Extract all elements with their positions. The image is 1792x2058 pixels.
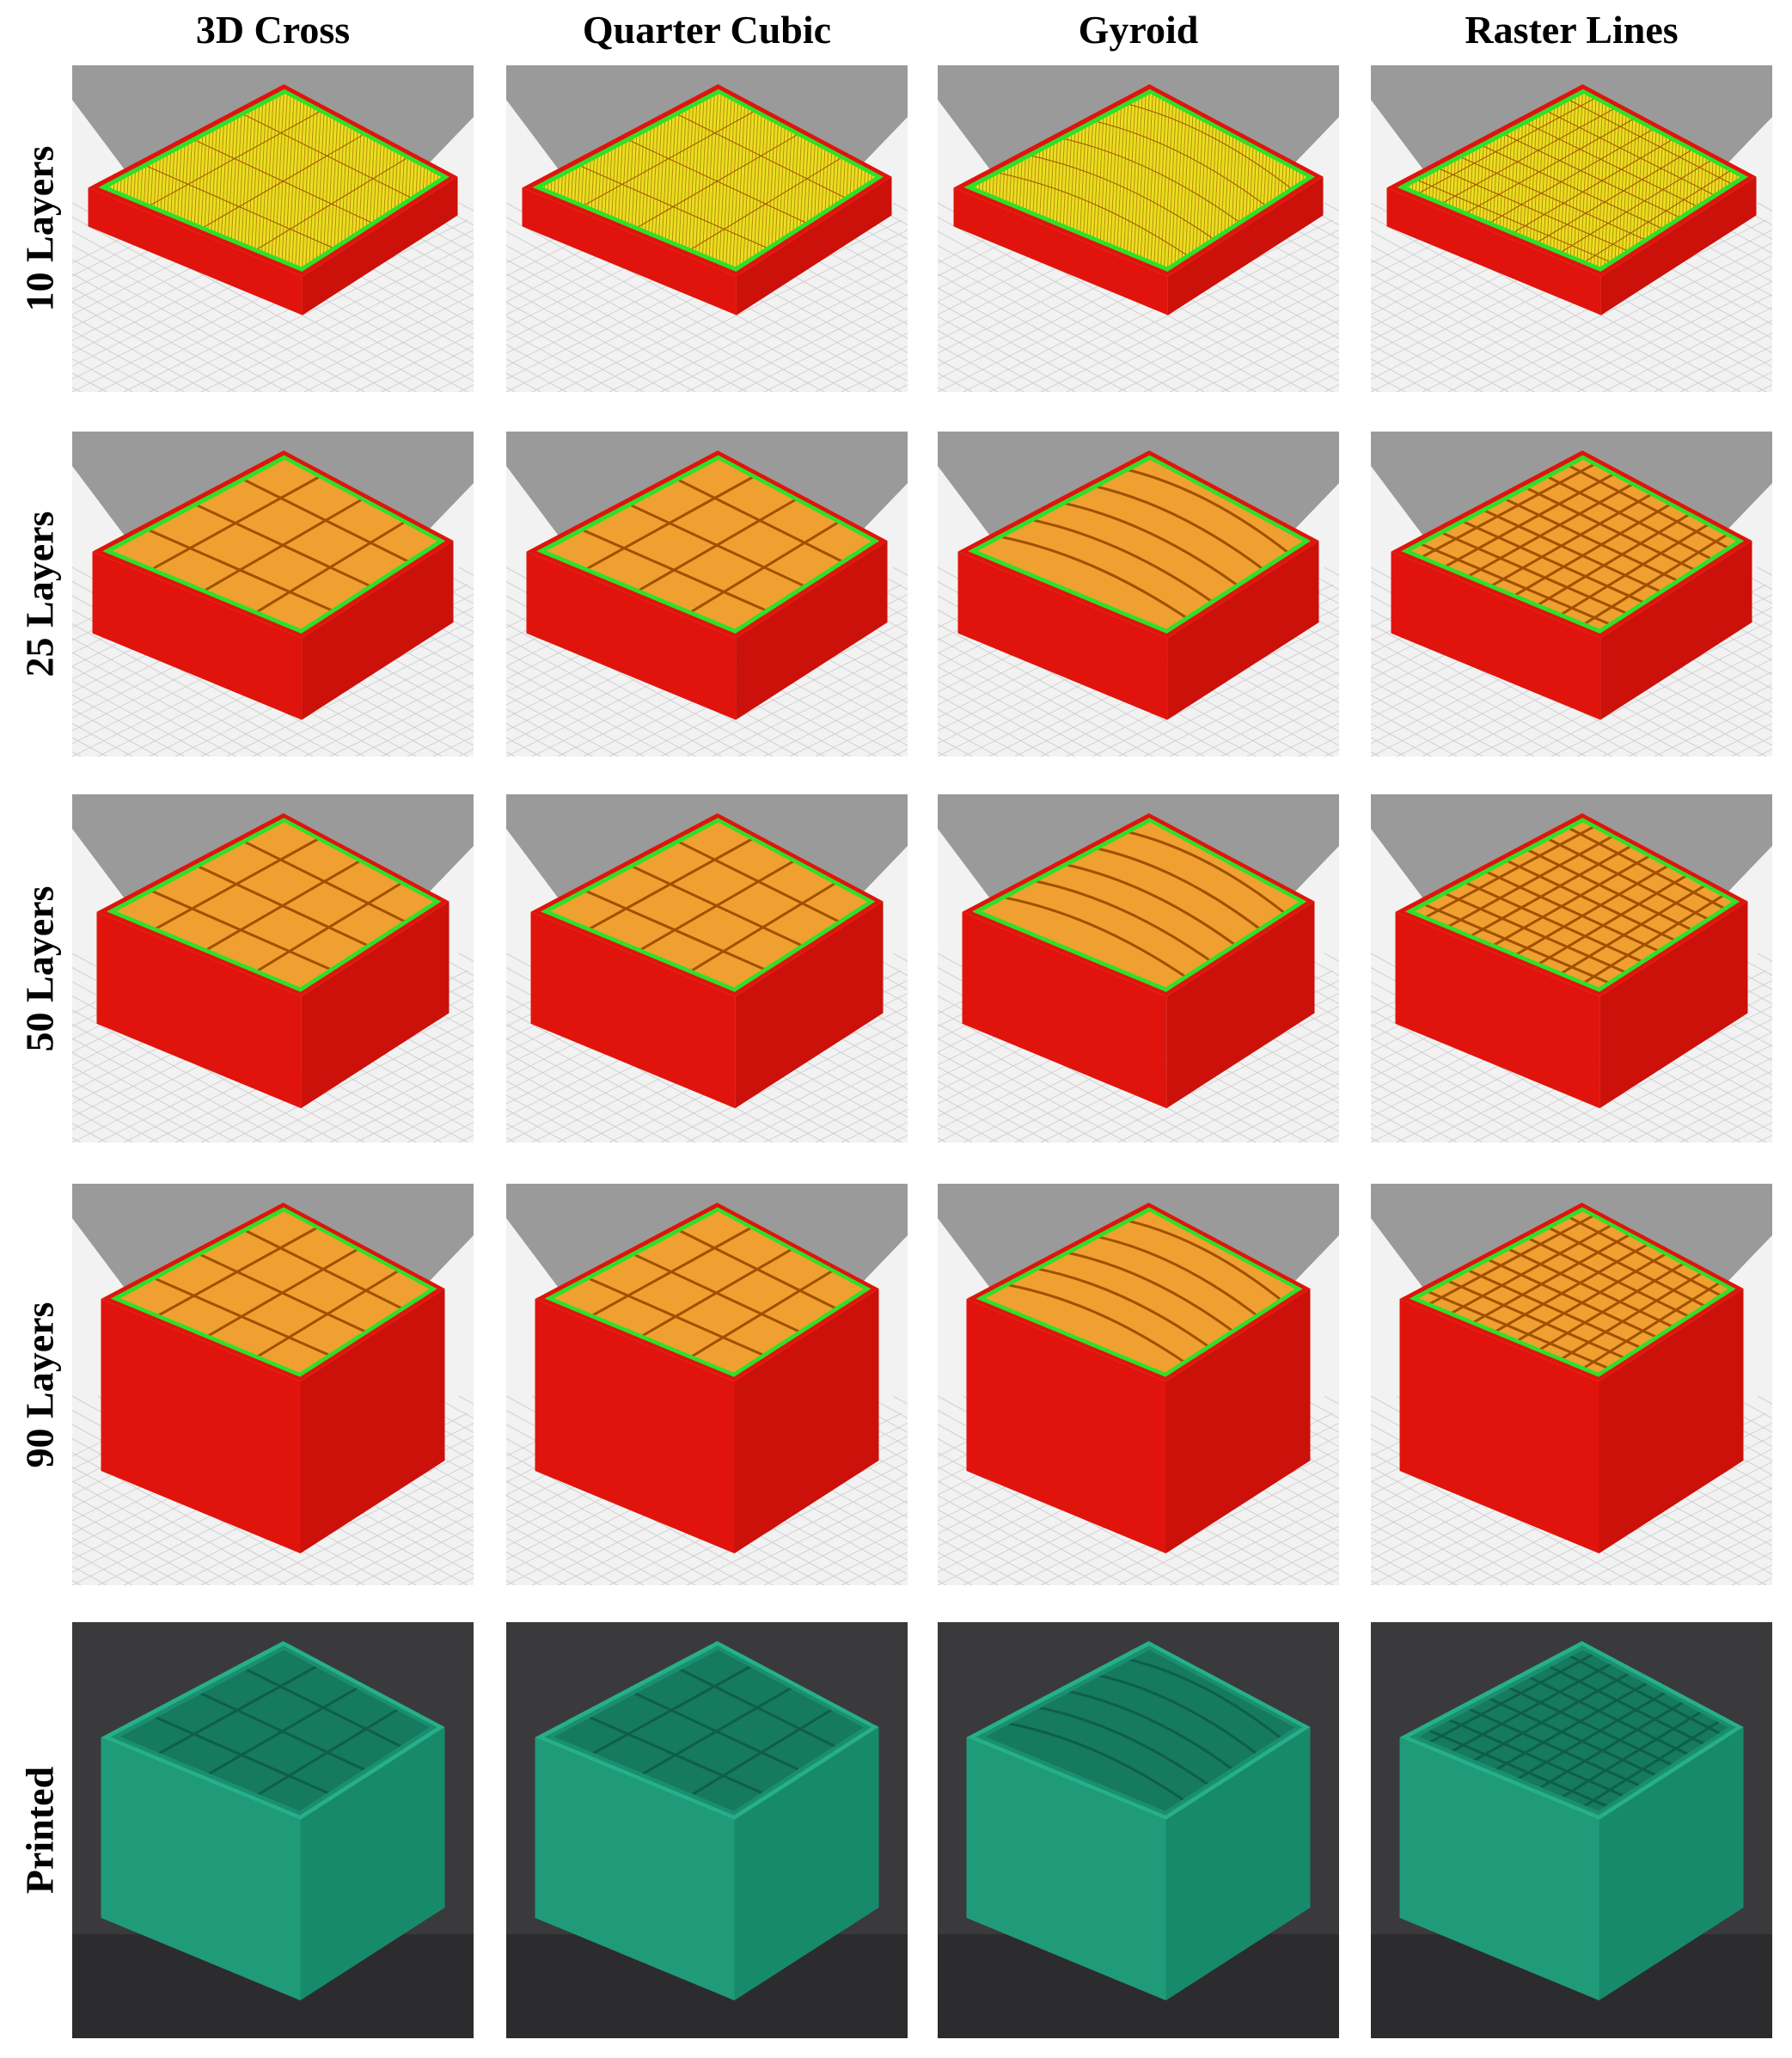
slice-preview <box>938 65 1339 392</box>
slice-preview <box>72 432 474 756</box>
row-label: 50 Layers <box>17 885 62 1051</box>
slice-preview <box>72 65 474 392</box>
column-header: Quarter Cubic <box>582 8 832 52</box>
row-label: 25 Layers <box>17 511 62 677</box>
row-label: 90 Layers <box>17 1302 62 1467</box>
column-header: Gyroid <box>1078 8 1199 52</box>
slice-preview <box>1371 432 1772 756</box>
slice-preview <box>1371 65 1772 392</box>
slice-preview <box>506 794 908 1142</box>
photo <box>1371 1622 1772 2038</box>
row-label: 10 Layers <box>17 145 62 312</box>
slice-preview <box>1371 1184 1772 1585</box>
photo <box>72 1622 474 2038</box>
slice-preview <box>938 1184 1339 1585</box>
slice-preview <box>72 794 474 1142</box>
slice-preview <box>72 1184 474 1585</box>
column-header: 3D Cross <box>195 8 351 52</box>
row-label: Printed <box>17 1766 62 1895</box>
slice-preview <box>506 1184 908 1585</box>
slice-preview <box>506 432 908 756</box>
slice-preview <box>506 65 908 392</box>
column-header: Raster Lines <box>1465 8 1679 52</box>
photo <box>938 1622 1339 2038</box>
slice-preview <box>938 432 1339 756</box>
slice-preview <box>938 794 1339 1142</box>
photo <box>506 1622 908 2038</box>
slice-preview <box>1371 794 1772 1142</box>
